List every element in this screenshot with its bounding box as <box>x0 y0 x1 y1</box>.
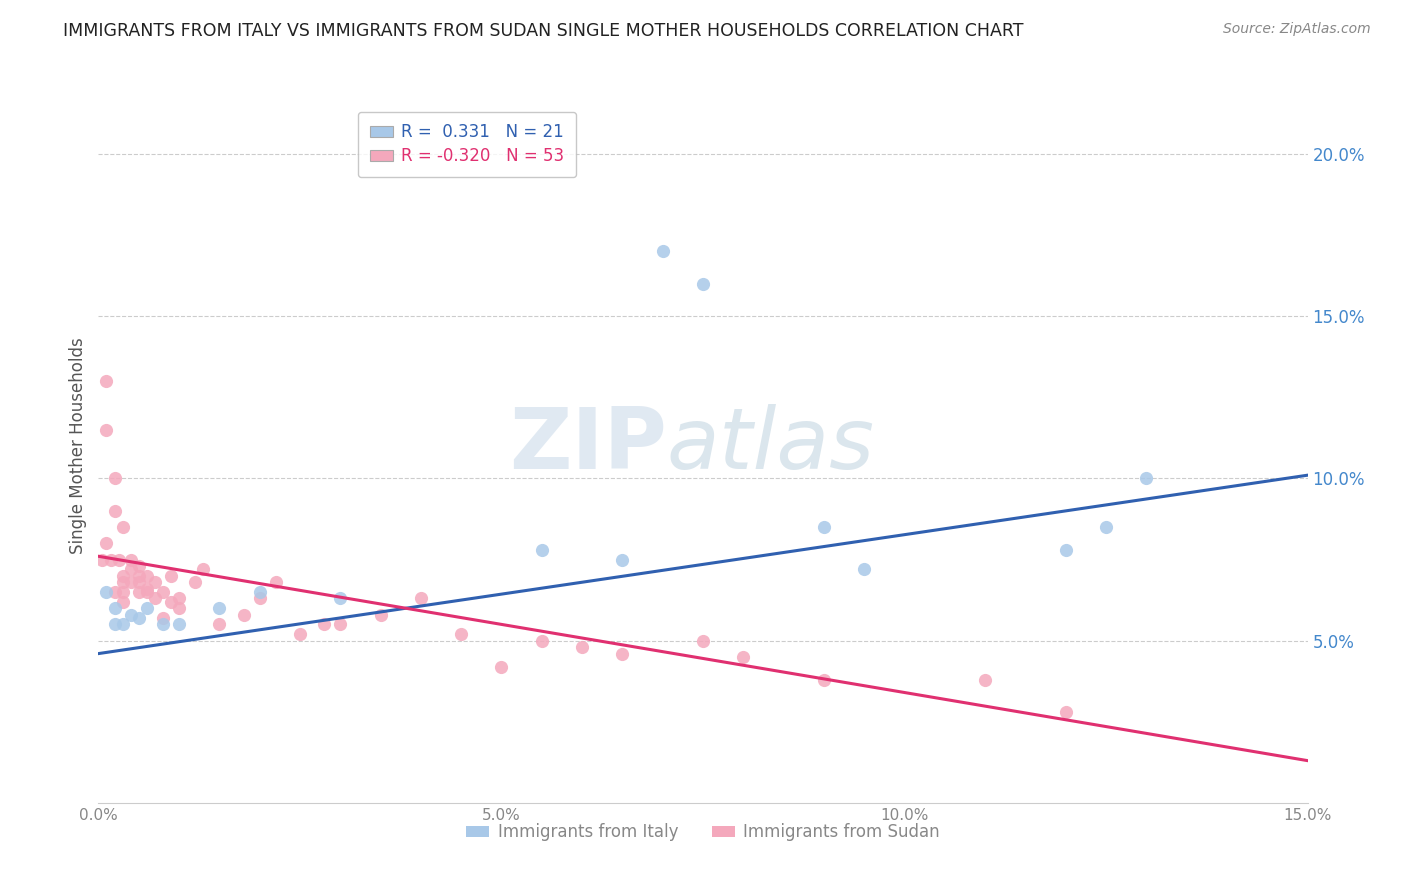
Point <box>160 595 183 609</box>
Point <box>152 585 174 599</box>
Text: Source: ZipAtlas.com: Source: ZipAtlas.com <box>1223 22 1371 37</box>
Y-axis label: Single Mother Households: Single Mother Households <box>69 338 87 554</box>
Point <box>128 568 150 582</box>
Point <box>491 659 513 673</box>
Point <box>692 633 714 648</box>
Point <box>128 611 150 625</box>
Point <box>143 591 166 606</box>
Point <box>1135 471 1157 485</box>
Point <box>329 617 352 632</box>
Point <box>96 374 118 388</box>
Point <box>813 520 835 534</box>
Point <box>974 673 997 687</box>
Point <box>1095 520 1118 534</box>
Point <box>152 611 174 625</box>
Point <box>111 575 134 590</box>
Point <box>167 591 190 606</box>
Text: IMMIGRANTS FROM ITALY VS IMMIGRANTS FROM SUDAN SINGLE MOTHER HOUSEHOLDS CORRELAT: IMMIGRANTS FROM ITALY VS IMMIGRANTS FROM… <box>63 22 1024 40</box>
Point <box>91 552 114 566</box>
Point <box>450 627 472 641</box>
Point <box>143 575 166 590</box>
Point <box>120 552 142 566</box>
Text: ZIP: ZIP <box>509 404 666 488</box>
Point <box>692 277 714 291</box>
Point <box>96 423 118 437</box>
Point <box>128 559 150 574</box>
Point <box>103 585 125 599</box>
Point <box>111 520 134 534</box>
Point <box>1054 542 1077 557</box>
Point <box>120 562 142 576</box>
Point <box>264 575 287 590</box>
Point <box>530 633 553 648</box>
Point <box>612 647 634 661</box>
Point <box>135 601 157 615</box>
Point <box>530 542 553 557</box>
Point <box>103 504 125 518</box>
Point <box>152 617 174 632</box>
Point <box>167 617 190 632</box>
Point <box>135 568 157 582</box>
Point <box>103 601 125 615</box>
Point <box>288 627 311 641</box>
Point <box>249 591 271 606</box>
Point <box>128 585 150 599</box>
Point <box>111 595 134 609</box>
Point <box>111 617 134 632</box>
Point <box>135 585 157 599</box>
Point <box>184 575 207 590</box>
Point <box>111 585 134 599</box>
Point <box>96 585 118 599</box>
Point <box>103 617 125 632</box>
Point <box>128 575 150 590</box>
Point <box>571 640 593 654</box>
Point <box>120 575 142 590</box>
Point <box>107 552 129 566</box>
Point <box>370 607 392 622</box>
Point <box>111 568 134 582</box>
Point <box>409 591 432 606</box>
Text: atlas: atlas <box>666 404 875 488</box>
Point <box>208 617 231 632</box>
Point <box>103 471 125 485</box>
Point <box>853 562 876 576</box>
Point <box>96 536 118 550</box>
Point <box>167 601 190 615</box>
Point <box>160 568 183 582</box>
Point <box>208 601 231 615</box>
Point <box>651 244 673 259</box>
Point <box>100 552 122 566</box>
Point <box>232 607 254 622</box>
Point <box>193 562 215 576</box>
Legend: Immigrants from Italy, Immigrants from Sudan: Immigrants from Italy, Immigrants from S… <box>460 817 946 848</box>
Point <box>733 649 755 664</box>
Point <box>314 617 336 632</box>
Point <box>329 591 352 606</box>
Point <box>1054 705 1077 719</box>
Point <box>612 552 634 566</box>
Point <box>135 582 157 596</box>
Point <box>120 607 142 622</box>
Point <box>249 585 271 599</box>
Point <box>813 673 835 687</box>
